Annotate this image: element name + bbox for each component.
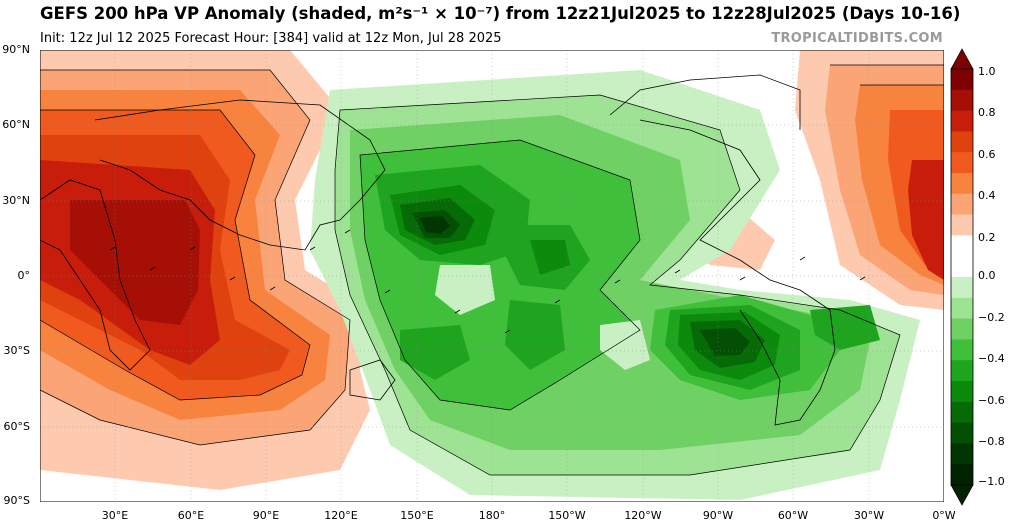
latitude-label: 30°N [2,194,30,207]
colorbar-band [951,277,973,299]
colorbar-band [951,360,973,382]
latitude-label: 60°S [3,420,30,433]
longitude-label: 120°E [324,509,358,522]
colorbar-band [951,256,973,278]
latitude-label: 90°S [3,494,30,507]
colorbar-band [951,443,973,465]
longitude-label: 90°E [252,509,280,522]
negative-anomaly-region-pacific [310,70,920,500]
colorbar-band [951,297,973,320]
anomaly-map [39,49,945,503]
colorbar-band [951,214,973,236]
map-subtitle: Init: 12z Jul 12 2025 Forecast Hour: [38… [40,31,502,46]
longitude-label: 150°W [548,509,586,522]
colorbar-band [951,381,973,403]
colorbar-band [951,110,973,132]
colorbar-svg [950,48,974,506]
colorbar-tick-label: −0.6 [978,394,1005,407]
colorbar-tick-label: −0.4 [978,352,1005,365]
colorbar-band [951,69,973,91]
colorbar-band [951,318,973,340]
wind-vectors [109,229,866,334]
colorbar-extend-min-arrow [950,484,974,506]
colorbar-band [951,131,973,153]
colorbar-band [951,152,973,174]
positive-anomaly-region-west [40,50,370,490]
colorbar-band [951,339,973,361]
colorbar-extend-max-arrow [950,48,974,70]
colorbar-tick-label: 0.4 [978,189,996,202]
longitude-label: 0°W [932,509,956,522]
site-credit: TROPICALTIDBITS.COM [771,31,943,46]
colorbar-tick-label: 0.0 [978,269,996,282]
longitude-label: 30°E [101,509,129,522]
latitude-label: 0° [17,269,31,282]
colorbar-tick-label: −0.2 [978,311,1005,324]
colorbar-band [951,173,973,195]
longitude-label: 180° [478,509,506,522]
longitude-label: 60°W [777,509,809,522]
colorbar-tick-label: 1.0 [978,65,996,78]
colorbar-tick-label: −1.0 [978,475,1005,488]
colorbar-band [951,401,973,424]
longitude-label: 150°E [400,509,434,522]
latitude-label: 60°N [2,118,30,131]
colorbar-tick-label: −0.8 [978,435,1005,448]
longitude-label: 30°W [853,509,885,522]
map-title: GEFS 200 hPa VP Anomaly (shaded, m²s⁻¹ ×… [40,4,961,23]
latitude-label: 90°N [2,43,30,56]
longitude-label: 120°W [624,509,662,522]
colorbar-tick-label: 0.6 [978,148,996,161]
latitude-label: 30°S [3,344,30,357]
colorbar-band [951,89,973,112]
colorbar-tick-label: 0.2 [978,231,996,244]
longitude-label: 90°W [702,509,734,522]
graticule [40,50,944,502]
colorbar-band [951,193,973,216]
colorbar-border [950,68,974,486]
colorbar-tick-label: 0.8 [978,106,996,119]
colorbar-band [951,464,973,486]
anomaly-map-svg [39,49,945,503]
longitude-label: 60°E [177,509,205,522]
colorbar [950,48,974,506]
colorbar-band [951,422,973,444]
colorbar-band [951,235,973,257]
coastlines [40,74,836,426]
